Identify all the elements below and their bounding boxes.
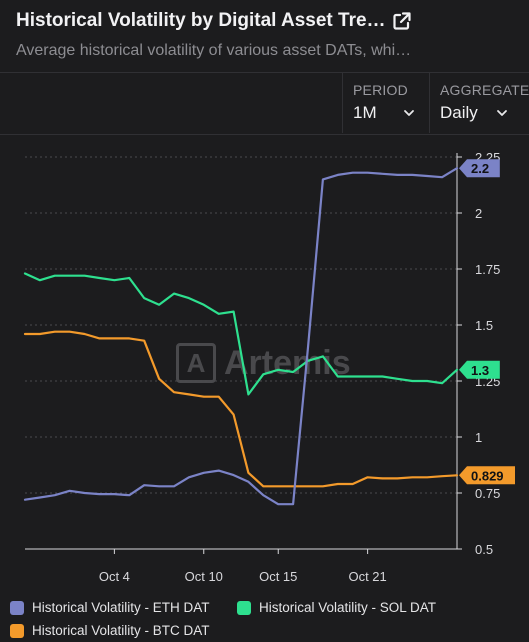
- period-value: 1M: [353, 103, 377, 122]
- period-dropdown[interactable]: PERIOD 1M: [342, 73, 429, 133]
- chart-header: Historical Volatility by Digital Asset T…: [16, 8, 516, 34]
- x-tick-label: Oct 15: [259, 569, 297, 584]
- external-link-icon[interactable]: [392, 11, 412, 31]
- y-tick-label: 1: [475, 430, 482, 445]
- divider: [0, 134, 529, 135]
- legend-label: Historical Volatility - BTC DAT: [32, 623, 210, 638]
- divider: [0, 72, 529, 73]
- series-line-btc: [23, 330, 459, 488]
- legend-label: Historical Volatility - ETH DAT: [32, 600, 210, 615]
- legend-swatch: [10, 600, 24, 615]
- aggregate-dropdown[interactable]: AGGREGATE Daily: [429, 73, 529, 133]
- legend-swatch: [10, 623, 24, 638]
- aggregate-value: Daily: [440, 103, 478, 122]
- y-tick-label: 0.75: [475, 486, 500, 501]
- aggregate-label: AGGREGATE: [440, 82, 529, 98]
- y-tick-label: 0.5: [475, 542, 493, 557]
- x-tick-label: Oct 4: [99, 569, 130, 584]
- legend-item-sol[interactable]: Historical Volatility - SOL DAT: [237, 600, 436, 615]
- legend-item-btc[interactable]: Historical Volatility - BTC DAT: [10, 623, 210, 638]
- end-value-tag-btc: [459, 466, 515, 485]
- end-value-label-btc: 0.829: [471, 468, 504, 483]
- end-value-label-sol: 1.3: [471, 363, 489, 378]
- x-tick-label: Oct 10: [185, 569, 223, 584]
- legend-swatch: [237, 600, 251, 615]
- y-tick-label: 1.75: [475, 262, 500, 277]
- chart-legend: Historical Volatility - ETH DAT Historica…: [0, 594, 529, 642]
- end-value-tag-sol: [459, 360, 500, 379]
- period-label: PERIOD: [353, 82, 408, 98]
- y-tick-label: 2: [475, 206, 482, 221]
- series-line-sol: [23, 272, 459, 396]
- x-tick-label: Oct 21: [348, 569, 386, 584]
- legend-item-eth[interactable]: Historical Volatility - ETH DAT: [10, 600, 210, 615]
- y-tick-label: 1.5: [475, 318, 493, 333]
- chevron-down-icon: [497, 110, 507, 116]
- end-value-label-eth: 2.2: [471, 161, 489, 176]
- chart-title: Historical Volatility by Digital Asset T…: [16, 10, 386, 31]
- chevron-down-icon: [404, 110, 414, 116]
- chart-subtitle: Average historical volatility of various…: [16, 42, 412, 59]
- legend-label: Historical Volatility - SOL DAT: [259, 600, 437, 615]
- series-line-eth: [23, 167, 459, 506]
- end-value-tag-eth: [459, 159, 500, 178]
